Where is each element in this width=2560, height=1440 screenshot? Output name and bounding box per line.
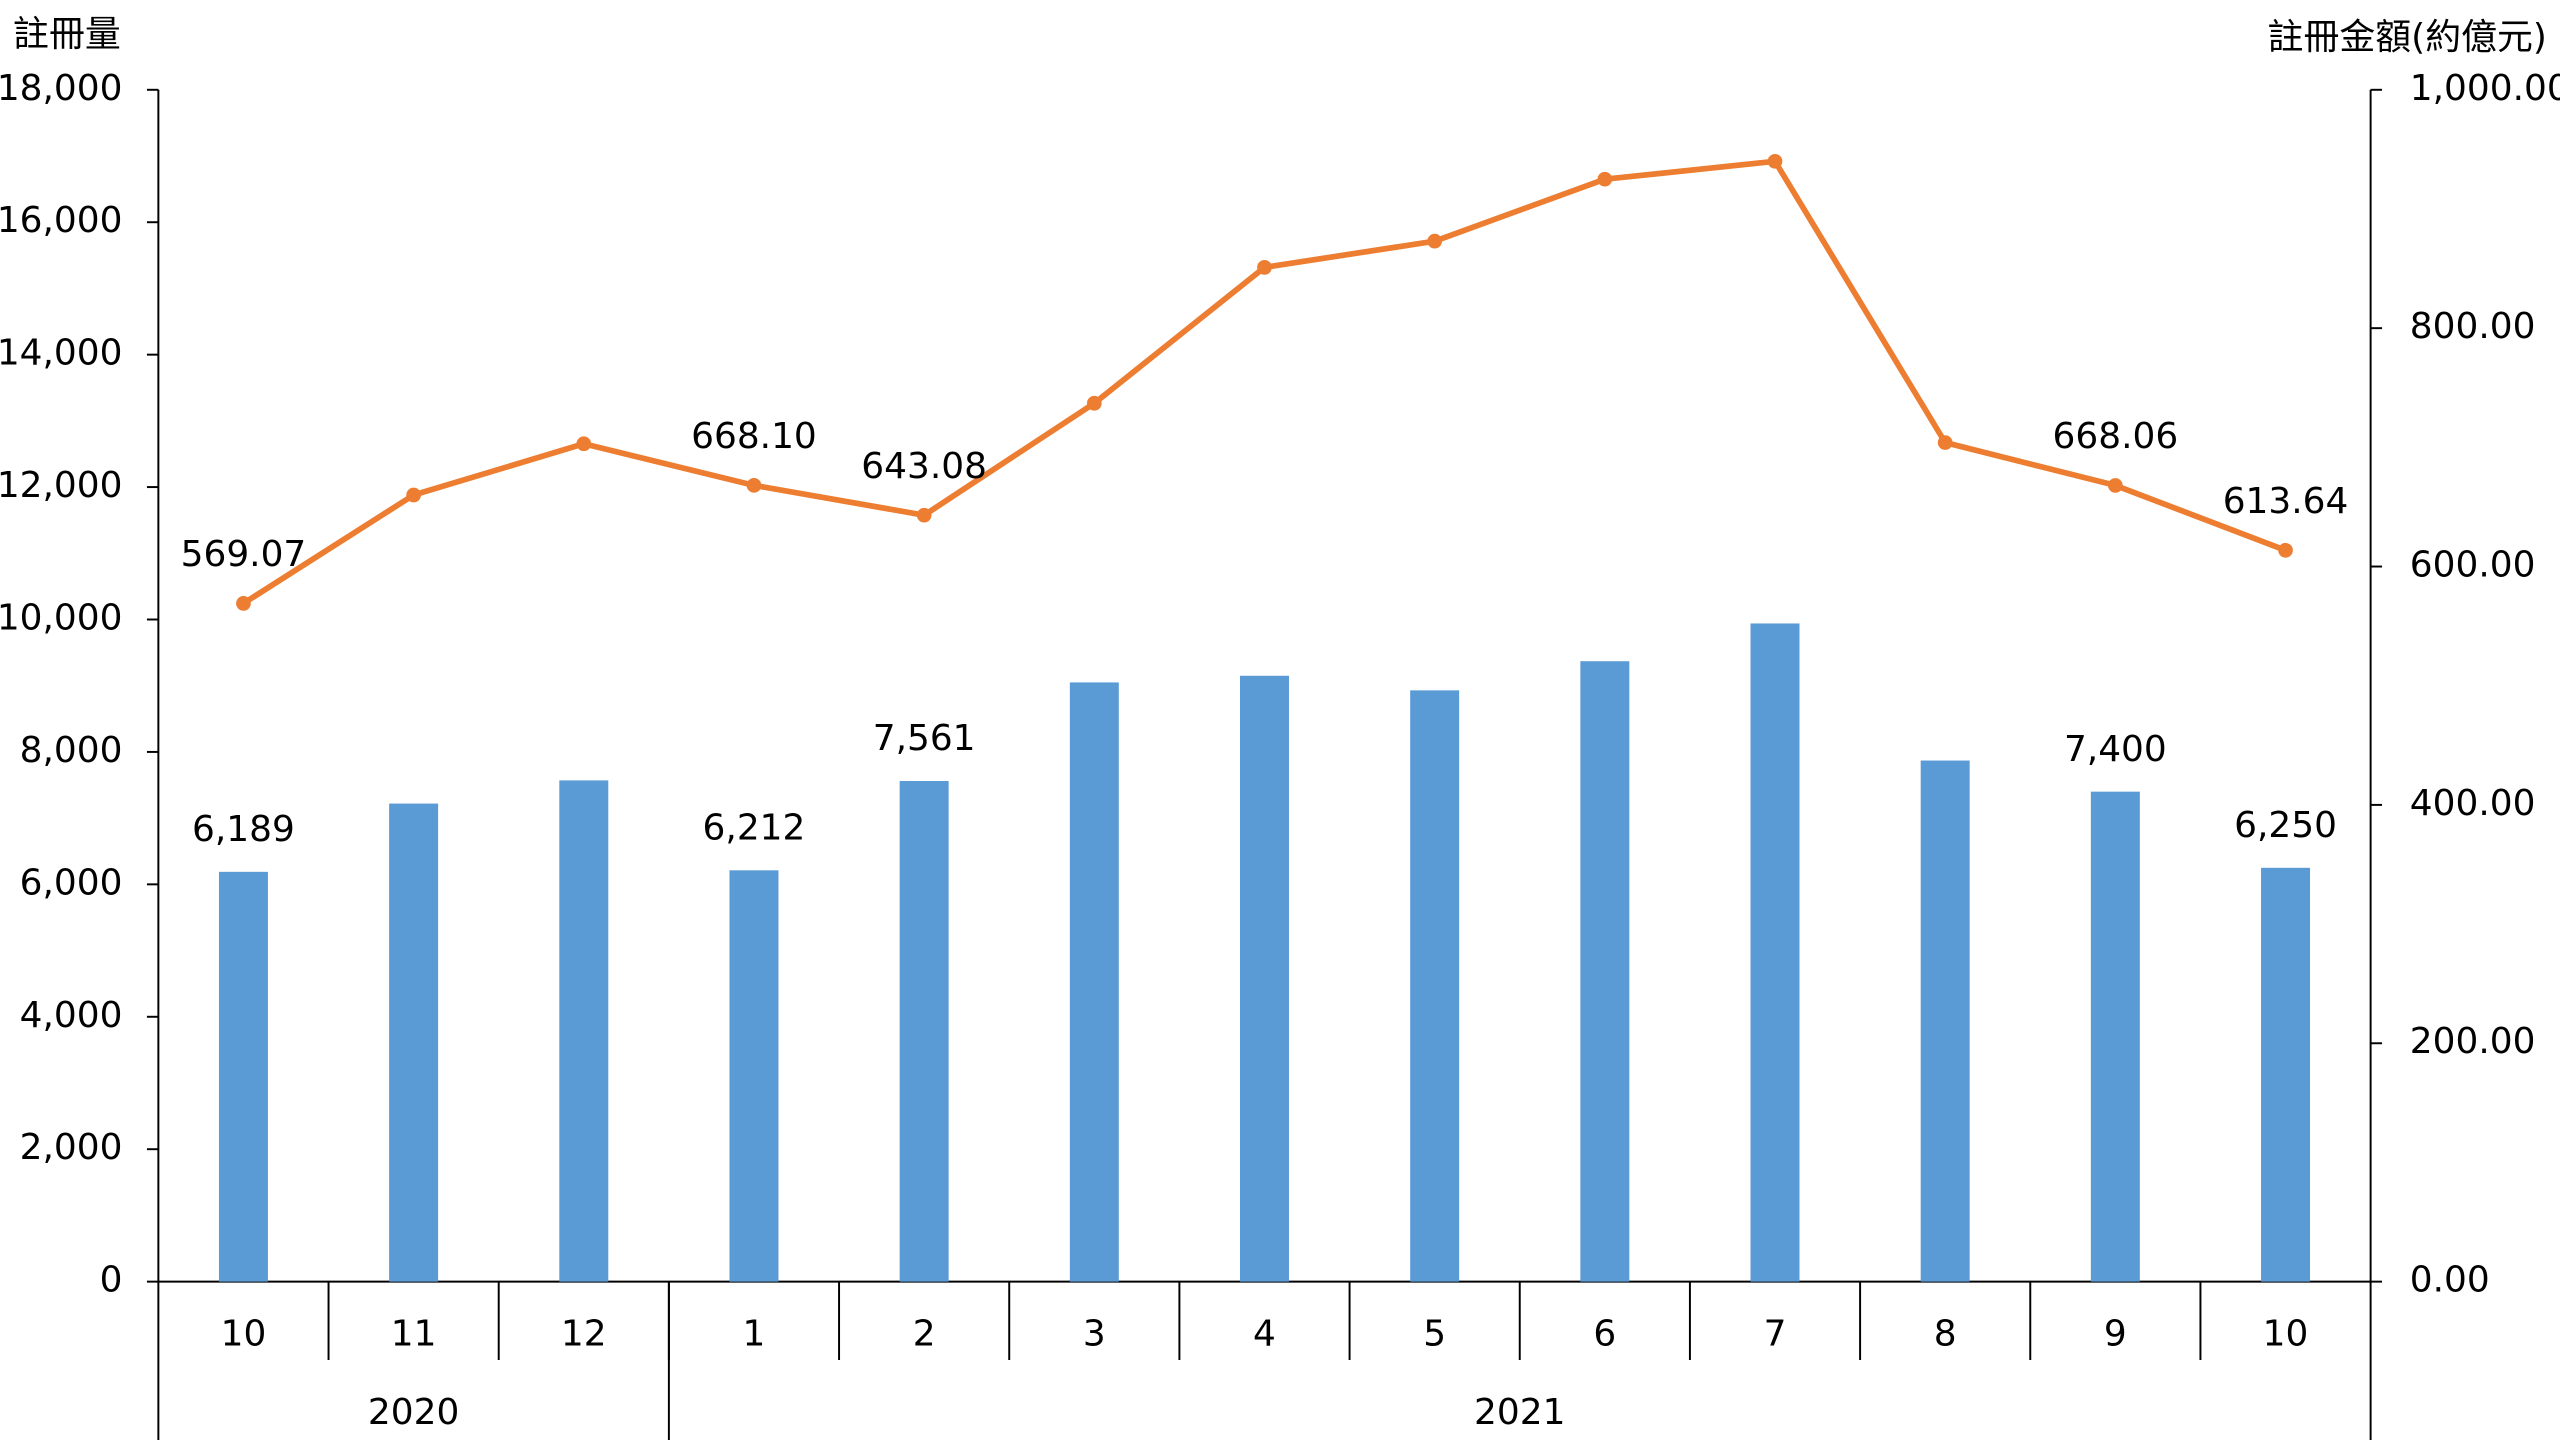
y-tick-label: 18,000 xyxy=(0,68,122,109)
bar-value-label: 7,400 xyxy=(2064,729,2167,770)
bar xyxy=(2090,791,2140,1282)
line-point xyxy=(1937,435,1953,450)
line-point xyxy=(2108,478,2123,493)
y-tick-label: 16,000 xyxy=(0,200,122,241)
y2-axis-title: 註冊金額(約億元) xyxy=(2268,17,2547,58)
x-tick-label: 7 xyxy=(1764,1314,1787,1355)
line-value-label: 569.07 xyxy=(181,534,307,575)
bar xyxy=(559,780,609,1282)
line-point xyxy=(746,478,762,493)
bar xyxy=(1410,690,1460,1282)
line xyxy=(241,158,2287,606)
y-tick-label: 14,000 xyxy=(0,333,122,374)
y2-tick-label: 0.00 xyxy=(2410,1260,2490,1301)
bar-value-label: 6,212 xyxy=(703,808,806,849)
line-point xyxy=(1597,171,1613,187)
bar xyxy=(1580,661,1630,1282)
line-point xyxy=(236,596,251,611)
y-tick-label: 12,000 xyxy=(0,465,122,506)
bar xyxy=(1240,675,1289,1282)
x-tick-label: 10 xyxy=(221,1314,267,1355)
x-tick-label: 12 xyxy=(561,1314,607,1355)
x-group-label: 2021 xyxy=(1474,1392,1565,1433)
y2-tick-label: 1,000.00 xyxy=(2410,68,2560,109)
x-tick-label: 9 xyxy=(2104,1314,2127,1355)
bar xyxy=(389,803,439,1282)
line-value-label: 668.10 xyxy=(691,416,817,457)
bar xyxy=(1069,682,1119,1282)
y2-tick-label: 800.00 xyxy=(2410,306,2536,347)
line-point xyxy=(916,507,932,523)
y-tick-label: 10,000 xyxy=(0,598,122,639)
y-tick-label: 0 xyxy=(100,1260,123,1301)
y-tick-label: 8,000 xyxy=(20,730,123,771)
x-tick-label: 10 xyxy=(2263,1314,2309,1355)
bar xyxy=(1750,623,1800,1282)
line-value-label: 668.06 xyxy=(2053,416,2179,457)
x-tick-label: 11 xyxy=(391,1314,437,1355)
bar xyxy=(1920,760,1970,1282)
x-tick-label: 2 xyxy=(913,1314,936,1355)
y-tick-label: 2,000 xyxy=(20,1127,123,1168)
x-tick-label: 6 xyxy=(1593,1314,1616,1355)
y2-tick-label: 200.00 xyxy=(2410,1021,2536,1062)
line-point xyxy=(2278,542,2293,558)
x-tick-label: 5 xyxy=(1423,1314,1446,1355)
y-tick-label: 4,000 xyxy=(20,995,123,1036)
x-tick-label: 8 xyxy=(1934,1314,1957,1355)
bar xyxy=(218,871,268,1282)
x-tick-label: 1 xyxy=(743,1314,766,1355)
line-point xyxy=(1767,153,1783,169)
bar-value-label: 7,561 xyxy=(873,718,976,759)
line-value-label: 613.64 xyxy=(2223,481,2349,522)
bar-value-label: 6,250 xyxy=(2234,805,2337,846)
line-point xyxy=(576,436,592,452)
line-point xyxy=(406,487,421,503)
y-tick-label: 6,000 xyxy=(20,862,123,903)
x-group-label: 2020 xyxy=(368,1392,459,1433)
bar xyxy=(2261,867,2311,1282)
y-axis-title: 註冊量 xyxy=(13,14,121,55)
bar-value-label: 6,189 xyxy=(192,809,295,850)
bar xyxy=(899,780,949,1282)
line-value-label: 643.08 xyxy=(861,446,987,487)
bar xyxy=(729,870,779,1282)
line-point xyxy=(1427,233,1443,249)
y2-tick-label: 400.00 xyxy=(2410,783,2536,824)
line-point xyxy=(1086,395,1102,411)
x-tick-label: 4 xyxy=(1253,1314,1276,1355)
x-tick-label: 3 xyxy=(1083,1314,1106,1355)
y2-tick-label: 600.00 xyxy=(2410,545,2536,586)
line-point xyxy=(1257,260,1272,275)
